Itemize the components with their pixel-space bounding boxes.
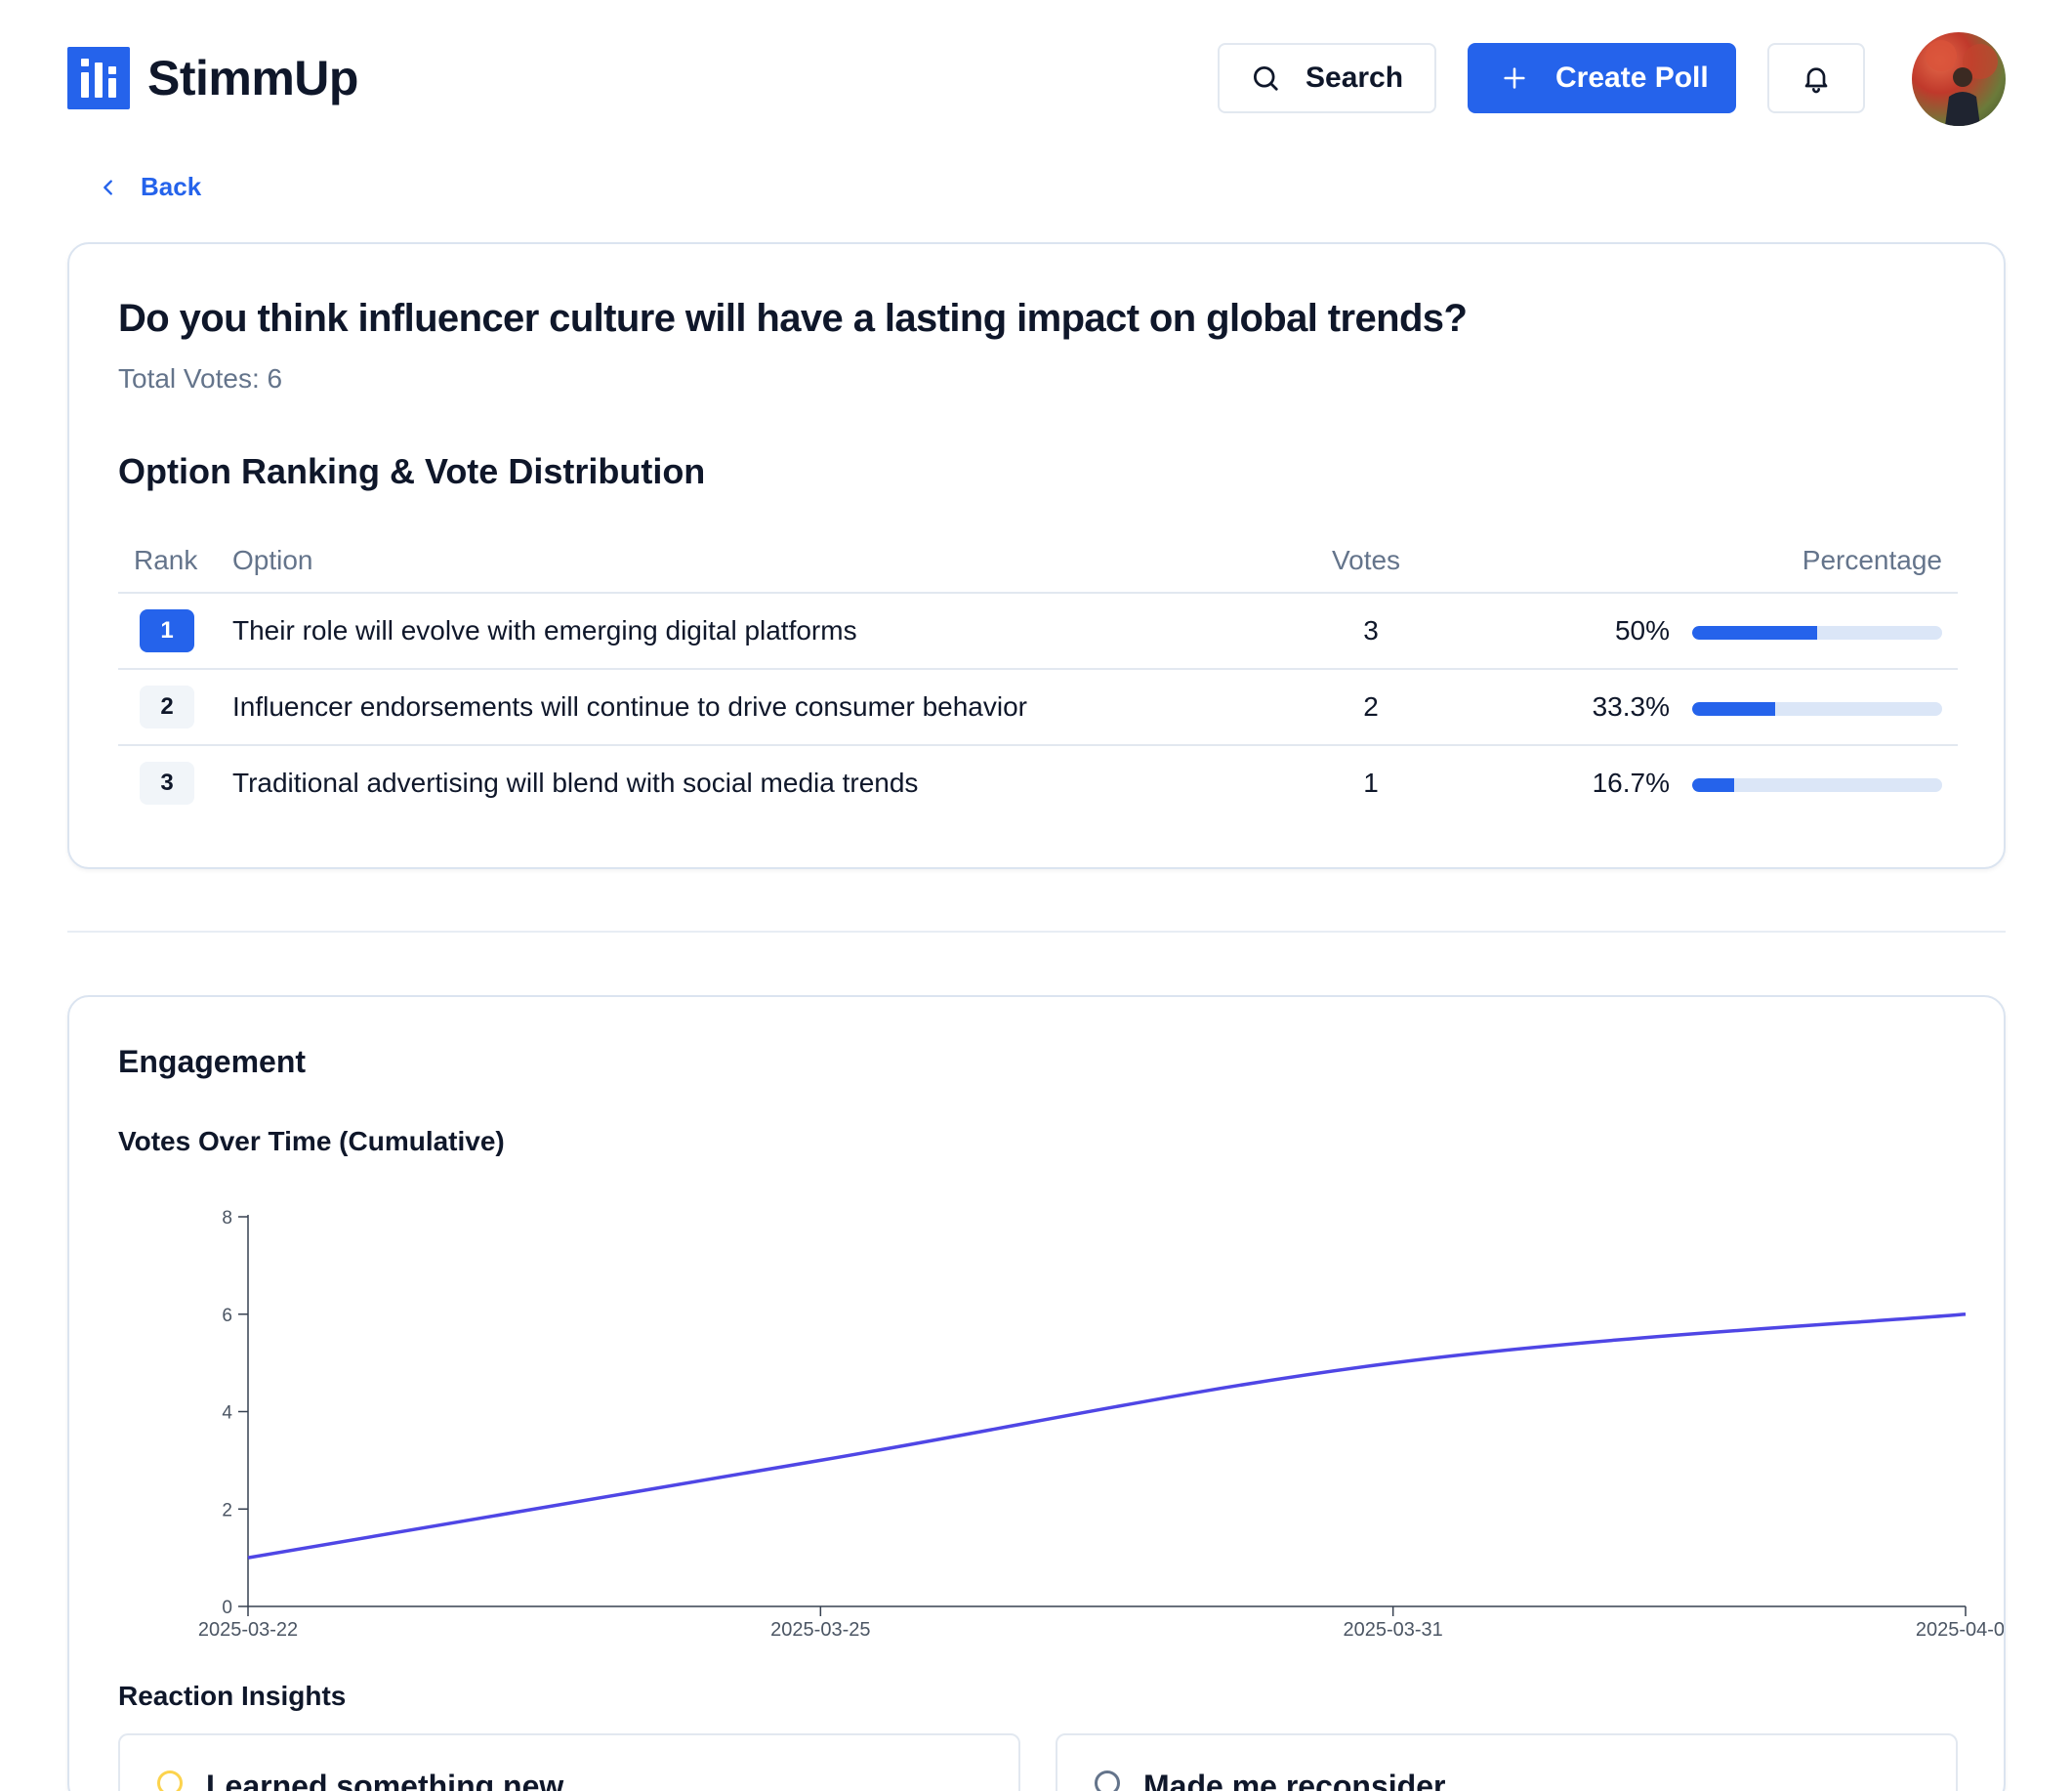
percentage-bar <box>1692 702 1942 716</box>
app-logo[interactable]: StimmUp <box>67 47 358 109</box>
vote-count: 3 <box>1363 615 1379 646</box>
rank-badge: 2 <box>140 686 194 729</box>
x-tick-label: 2025-03-31 <box>1344 1619 1443 1641</box>
percentage-value: 16.7% <box>1592 768 1670 798</box>
y-tick-label: 2 <box>222 1500 232 1520</box>
total-votes: Total Votes: 6 <box>118 363 283 394</box>
x-tick-label: 2025-03-25 <box>770 1619 870 1641</box>
top-header: StimmUp Search Create Poll <box>0 0 2072 156</box>
avatar-photo <box>1926 40 1998 126</box>
chart-title: Votes Over Time (Cumulative) <box>118 1126 505 1156</box>
percentage-bar-fill <box>1692 702 1776 716</box>
percentage-value: 33.3% <box>1592 691 1670 722</box>
poll-question: Do you think influencer culture will hav… <box>118 297 1468 340</box>
plus-icon <box>1504 67 1525 89</box>
table-row: 2 Influencer endorsements will continue … <box>118 670 1958 746</box>
col-option: Option <box>232 545 313 575</box>
col-votes: Votes <box>1332 545 1401 575</box>
votes-line-chart: 0 2 4 6 8 2025-03-22 2025-03-25 2025-03-31 2025-… <box>198 1208 2006 1641</box>
table-row: 3 Traditional advertising will blend wit… <box>118 746 1958 822</box>
bell-icon <box>1804 67 1828 94</box>
reaction-card-learned[interactable]: Learned something new <box>118 1733 1020 1791</box>
create-poll-button[interactable]: Create Poll <box>1468 43 1736 113</box>
option-text: Their role will evolve with emerging dig… <box>232 615 857 646</box>
reaction-insights-title: Reaction Insights <box>118 1681 347 1711</box>
app-name: StimmUp <box>147 51 358 105</box>
user-avatar[interactable] <box>1912 32 2006 126</box>
table-header: Rank Option Votes Percentage <box>118 527 1958 594</box>
create-poll-label: Create Poll <box>1555 62 1709 94</box>
chevron-left-icon <box>104 179 112 195</box>
reaction-card-reconsider[interactable]: Made me reconsider <box>1056 1733 1958 1791</box>
engagement-title: Engagement <box>118 1044 307 1079</box>
reaction-label: Made me reconsider <box>1143 1769 1446 1791</box>
ranking-table: Rank Option Votes Percentage 1 Their rol… <box>118 527 1958 822</box>
option-text: Traditional advertising will blend with … <box>232 768 919 798</box>
rank-badge: 3 <box>140 762 194 805</box>
percentage-bar <box>1692 778 1942 792</box>
lightbulb-icon <box>157 1770 183 1791</box>
search-label: Search <box>1305 62 1404 94</box>
y-tick-label: 4 <box>222 1403 232 1424</box>
reconsider-icon <box>1095 1770 1120 1791</box>
col-percentage: Percentage <box>1802 545 1942 575</box>
vote-count: 1 <box>1363 768 1379 798</box>
y-tick-label: 6 <box>222 1306 232 1326</box>
y-tick-label: 8 <box>222 1208 232 1229</box>
option-text: Influencer endorsements will continue to… <box>232 691 1027 722</box>
back-label: Back <box>141 172 202 201</box>
engagement-card: Engagement Votes Over Time (Cumulative) … <box>67 995 2006 1791</box>
search-icon <box>1254 66 1278 91</box>
col-rank: Rank <box>134 545 198 575</box>
back-link[interactable]: Back <box>98 172 201 202</box>
section-divider <box>67 931 2006 933</box>
y-tick-label: 0 <box>222 1598 232 1618</box>
percentage-value: 50% <box>1614 615 1670 646</box>
vote-count: 2 <box>1363 691 1379 722</box>
x-tick-label: 2025-04-02 <box>1916 1619 2006 1641</box>
ranking-section-title: Option Ranking & Vote Distribution <box>118 451 706 491</box>
reaction-label: Learned something new <box>206 1769 564 1791</box>
percentage-bar-fill <box>1692 778 1734 792</box>
series-line <box>247 1312 1967 1560</box>
x-tick-label: 2025-03-22 <box>198 1619 298 1641</box>
notifications-button[interactable] <box>1767 43 1865 113</box>
rank-badge: 1 <box>140 609 194 652</box>
percentage-bar-fill <box>1692 626 1817 640</box>
poll-results-card: Do you think influencer culture will hav… <box>67 242 2006 869</box>
bar-chart-logo-icon <box>67 47 130 109</box>
table-row: 1 Their role will evolve with emerging d… <box>118 594 1958 670</box>
search-button[interactable]: Search <box>1218 43 1436 113</box>
percentage-bar <box>1692 626 1942 640</box>
